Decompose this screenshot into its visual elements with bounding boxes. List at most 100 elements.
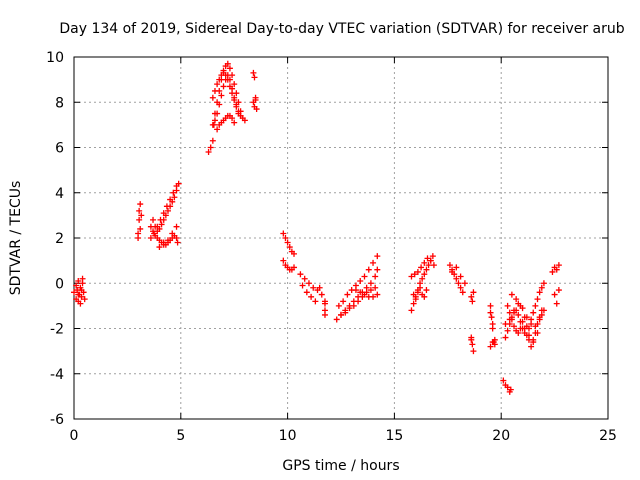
data-point: [164, 237, 171, 244]
data-point: [553, 300, 560, 307]
data-point: [226, 83, 233, 90]
data-point: [211, 87, 218, 94]
data-point: [333, 316, 340, 323]
y-tick-label: -2: [50, 322, 64, 338]
data-point: [214, 81, 221, 88]
data-point: [160, 241, 167, 248]
data-point: [253, 106, 260, 113]
data-point: [534, 330, 541, 337]
data-point: [489, 339, 496, 346]
data-point: [534, 296, 541, 303]
data-point: [282, 235, 289, 241]
data-point: [291, 264, 298, 271]
data-point: [222, 72, 229, 79]
data-point: [310, 284, 317, 291]
data-point: [151, 230, 158, 237]
data-point: [555, 262, 562, 269]
data-point: [207, 144, 214, 151]
data-point: [540, 280, 547, 287]
data-point: [218, 92, 225, 99]
data-point: [457, 273, 464, 280]
data-point: [209, 137, 216, 144]
data-point: [425, 262, 432, 269]
data-point: [154, 223, 161, 230]
data-point: [241, 117, 248, 124]
data-points: [71, 60, 562, 395]
data-point: [231, 119, 238, 126]
data-point: [367, 280, 374, 287]
data-point: [419, 275, 426, 282]
data-point: [220, 83, 227, 90]
data-point: [355, 298, 362, 305]
data-point: [209, 121, 216, 128]
data-point: [411, 271, 418, 278]
data-point: [346, 305, 353, 312]
data-point: [421, 259, 428, 266]
data-point: [303, 289, 310, 296]
data-point: [551, 291, 558, 298]
data-point: [361, 291, 368, 298]
data-point: [506, 316, 513, 323]
data-point: [519, 318, 526, 325]
data-point: [370, 259, 377, 266]
data-point: [78, 287, 85, 294]
data-point: [410, 300, 417, 307]
y-tick-label: 8: [55, 95, 64, 111]
y-tick-label: -4: [50, 367, 64, 383]
data-point: [299, 282, 306, 289]
plot-frame: [73, 56, 609, 420]
data-point: [308, 293, 315, 300]
data-point: [418, 264, 425, 271]
data-point: [517, 302, 524, 309]
data-point: [528, 343, 535, 350]
data-point: [553, 266, 560, 273]
data-point: [487, 309, 494, 316]
data-point: [504, 327, 511, 334]
y-tick-label: -6: [50, 412, 64, 428]
data-point: [137, 225, 144, 232]
data-point: [224, 60, 231, 67]
data-point: [500, 377, 507, 384]
data-point: [301, 275, 308, 282]
data-point: [487, 302, 494, 309]
y-tick-label: 6: [55, 141, 64, 157]
data-point: [77, 300, 84, 307]
data-point: [421, 293, 428, 300]
data-point: [214, 110, 221, 117]
data-point: [412, 296, 419, 303]
data-point: [136, 216, 143, 223]
data-point: [470, 289, 477, 296]
data-point: [414, 289, 421, 296]
data-point: [280, 230, 287, 237]
data-point: [374, 253, 381, 260]
data-point: [515, 311, 522, 318]
data-point: [536, 316, 543, 323]
data-point: [468, 334, 475, 341]
data-point: [163, 203, 170, 210]
data-point: [250, 69, 257, 76]
data-point: [372, 284, 379, 291]
data-point: [488, 314, 495, 321]
data-point: [555, 287, 562, 294]
data-point: [461, 280, 468, 287]
data-point: [226, 65, 233, 72]
data-point: [370, 293, 377, 300]
data-point: [410, 291, 417, 298]
data-point: [470, 348, 477, 355]
data-point: [280, 257, 287, 264]
data-point: [251, 74, 258, 81]
data-point: [357, 277, 364, 284]
data-point: [455, 280, 462, 287]
y-axis-label: SDTVAR / TECUs: [8, 181, 24, 296]
data-point: [506, 309, 513, 316]
data-point: [430, 262, 437, 269]
data-point: [408, 273, 415, 280]
data-point: [504, 384, 511, 391]
data-point: [216, 76, 223, 83]
data-point: [417, 284, 424, 291]
data-point: [231, 96, 238, 103]
data-point: [423, 287, 430, 294]
data-point: [532, 302, 539, 309]
data-point: [170, 189, 177, 196]
data-point: [318, 291, 325, 298]
